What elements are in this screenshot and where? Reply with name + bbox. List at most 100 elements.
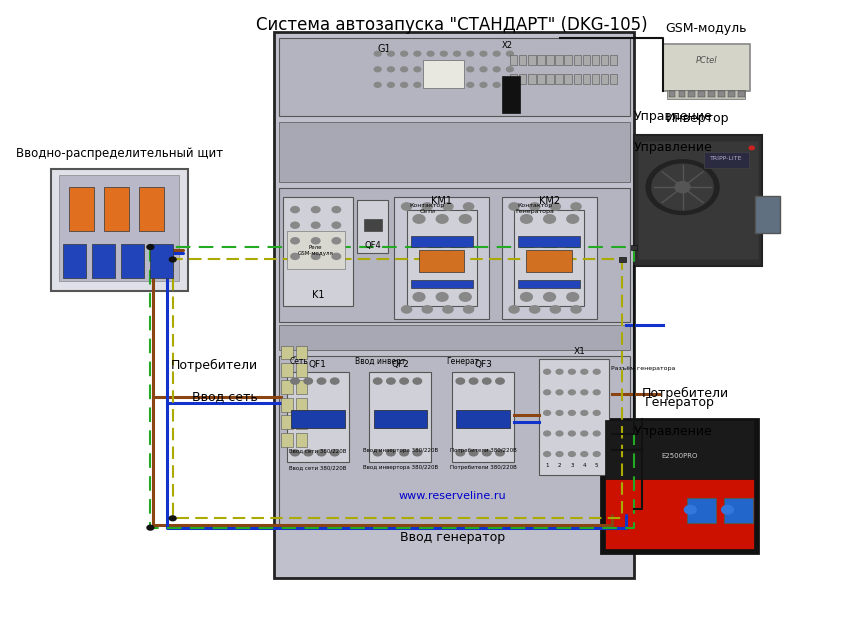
Bar (688, 498, 716, 523)
Circle shape (311, 221, 320, 229)
Circle shape (481, 449, 492, 456)
Circle shape (372, 378, 383, 385)
Circle shape (506, 82, 514, 88)
Circle shape (543, 214, 556, 224)
Circle shape (426, 66, 435, 72)
Text: Ввод инверт.: Ввод инверт. (355, 356, 408, 366)
Circle shape (675, 181, 691, 193)
Bar (708, 91, 715, 98)
Text: Потребители: Потребители (171, 359, 258, 372)
Bar (296, 398, 307, 412)
Text: www.reserveline.ru: www.reserveline.ru (398, 491, 506, 501)
Circle shape (400, 82, 408, 88)
Bar (728, 91, 734, 98)
Bar (394, 197, 489, 319)
Circle shape (550, 202, 561, 211)
Bar (565, 74, 572, 84)
Text: Контактор
Генератора: Контактор Генератора (515, 203, 554, 214)
Circle shape (568, 389, 576, 396)
Bar (279, 38, 630, 116)
Circle shape (426, 51, 435, 57)
Circle shape (466, 66, 475, 72)
Circle shape (506, 66, 514, 72)
Bar (60, 175, 179, 281)
Circle shape (580, 451, 588, 457)
Bar (565, 55, 572, 65)
Bar (630, 244, 637, 249)
Bar (619, 257, 625, 262)
Circle shape (645, 159, 720, 215)
Circle shape (508, 202, 520, 211)
Bar (281, 398, 293, 412)
Circle shape (543, 451, 552, 457)
Bar (583, 74, 590, 84)
Circle shape (400, 66, 408, 72)
Text: Сеть: Сеть (290, 356, 308, 366)
Bar (539, 359, 609, 474)
Circle shape (412, 449, 423, 456)
Bar (610, 55, 617, 65)
Bar (69, 186, 94, 231)
Circle shape (459, 214, 472, 224)
Bar (410, 236, 473, 247)
Circle shape (387, 66, 395, 72)
Bar (537, 74, 545, 84)
Bar (519, 55, 527, 65)
Circle shape (566, 292, 579, 302)
Bar (139, 186, 164, 231)
Bar (718, 91, 725, 98)
Circle shape (555, 451, 564, 457)
Circle shape (290, 253, 300, 260)
Circle shape (592, 410, 601, 416)
Bar (357, 200, 389, 253)
Bar (601, 74, 608, 84)
Circle shape (386, 378, 396, 385)
Circle shape (592, 389, 601, 396)
Circle shape (290, 221, 300, 229)
Bar (452, 372, 514, 462)
Circle shape (684, 505, 697, 514)
Circle shape (493, 51, 501, 57)
Circle shape (568, 369, 576, 375)
Circle shape (469, 449, 479, 456)
Text: PCtel: PCtel (695, 56, 717, 65)
Bar (419, 250, 464, 272)
Circle shape (570, 305, 582, 314)
Circle shape (399, 378, 409, 385)
Circle shape (399, 449, 409, 456)
Circle shape (580, 431, 588, 437)
Circle shape (316, 378, 326, 385)
Circle shape (146, 524, 154, 531)
Circle shape (387, 82, 395, 88)
Text: Ввод сети 380/220В: Ввод сети 380/220В (289, 465, 346, 470)
Circle shape (453, 66, 462, 72)
Bar (704, 152, 749, 168)
Bar (279, 188, 630, 322)
Circle shape (580, 410, 588, 416)
Circle shape (436, 214, 449, 224)
Bar (92, 244, 115, 278)
Bar (150, 244, 172, 278)
Bar (407, 209, 477, 306)
Circle shape (311, 253, 320, 260)
Bar (591, 55, 599, 65)
Bar (605, 420, 753, 479)
Bar (51, 169, 188, 291)
Bar (120, 244, 144, 278)
Text: QF2: QF2 (391, 359, 410, 369)
Text: 1: 1 (546, 463, 549, 468)
Circle shape (373, 82, 382, 88)
Bar (573, 74, 581, 84)
Circle shape (412, 292, 425, 302)
Circle shape (495, 449, 505, 456)
Bar (501, 197, 597, 319)
Circle shape (520, 292, 533, 302)
Text: Разъём генератора: Разъём генератора (611, 366, 675, 371)
Bar (546, 74, 553, 84)
Text: KM2: KM2 (539, 196, 559, 206)
Circle shape (401, 305, 412, 314)
Circle shape (413, 51, 422, 57)
Bar (583, 55, 590, 65)
Bar (296, 381, 307, 394)
Circle shape (543, 410, 552, 416)
